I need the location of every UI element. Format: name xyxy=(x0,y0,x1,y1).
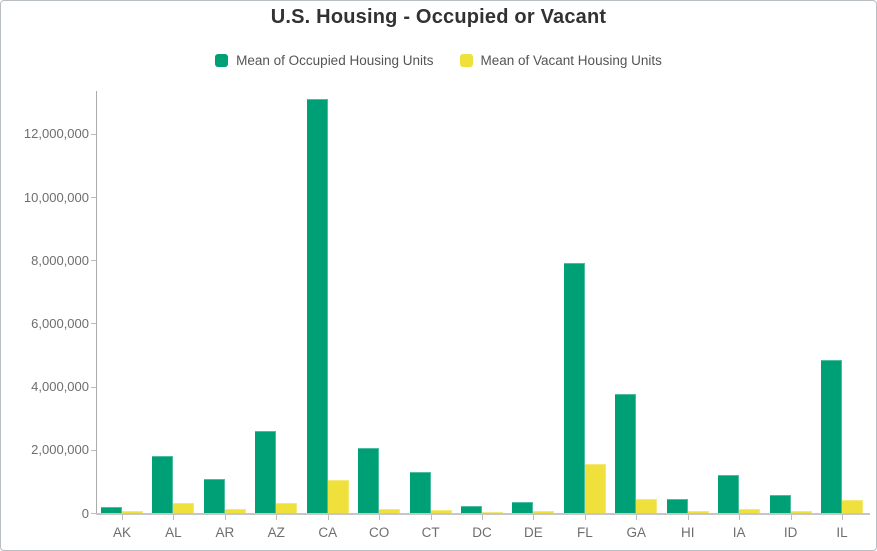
x-tick-mark xyxy=(790,515,792,520)
y-tick-mark xyxy=(91,513,96,514)
y-tick-label: 6,000,000 xyxy=(31,315,89,331)
bar-GA-occupied[interactable] xyxy=(615,393,637,513)
bar-CO-vacant[interactable] xyxy=(379,508,401,513)
x-tick-label-CO: CO xyxy=(369,525,390,540)
legend: Mean of Occupied Housing Units Mean of V… xyxy=(1,53,876,68)
x-tick-mark xyxy=(173,515,175,520)
legend-label-occupied: Mean of Occupied Housing Units xyxy=(236,53,434,68)
y-tick-mark xyxy=(91,197,96,199)
bar-AR-vacant[interactable] xyxy=(224,508,246,513)
bar-CO-occupied[interactable] xyxy=(358,447,380,513)
x-tick-label-IL: IL xyxy=(836,525,848,540)
legend-label-vacant: Mean of Vacant Housing Units xyxy=(480,53,662,68)
bar-FL-vacant[interactable] xyxy=(584,463,606,513)
legend-swatch-vacant-icon xyxy=(459,54,473,67)
bar-CT-vacant[interactable] xyxy=(430,510,452,513)
bar-HI-occupied[interactable] xyxy=(666,498,688,513)
bar-ID-occupied[interactable] xyxy=(769,494,791,513)
bar-AL-vacant[interactable] xyxy=(173,503,195,513)
legend-item-vacant[interactable]: Mean of Vacant Housing Units xyxy=(459,53,662,68)
x-tick-mark xyxy=(379,515,381,520)
x-tick-label-HI: HI xyxy=(680,525,695,540)
bar-AZ-vacant[interactable] xyxy=(276,502,298,513)
x-tick-mark xyxy=(224,515,226,520)
bar-GA-vacant[interactable] xyxy=(636,499,658,513)
y-tick-mark xyxy=(91,386,96,388)
bar-AR-occupied[interactable] xyxy=(203,478,225,513)
x-tick-mark xyxy=(842,515,844,520)
bar-CT-occupied[interactable] xyxy=(409,471,431,513)
x-tick-label-AZ: AZ xyxy=(267,525,285,540)
x-tick-mark xyxy=(533,515,535,520)
x-tick-mark xyxy=(687,515,689,520)
bar-AK-vacant[interactable] xyxy=(122,511,143,513)
x-tick-mark xyxy=(276,515,278,520)
y-tick-mark xyxy=(91,323,96,325)
x-tick-label-GA: GA xyxy=(626,525,647,540)
x-tick-label-AL: AL xyxy=(165,525,182,540)
x-tick-label-FL: FL xyxy=(576,525,593,540)
bar-AL-occupied[interactable] xyxy=(152,455,174,513)
y-tick-mark xyxy=(91,260,96,262)
bar-DC-occupied[interactable] xyxy=(461,506,482,513)
bar-IL-vacant[interactable] xyxy=(842,499,864,513)
bar-AK-occupied[interactable] xyxy=(101,506,122,513)
bar-FL-occupied[interactable] xyxy=(563,262,585,513)
bar-CA-vacant[interactable] xyxy=(327,479,349,513)
y-tick-mark xyxy=(91,133,96,135)
y-tick-label: 0 xyxy=(81,505,89,521)
x-tick-mark xyxy=(636,515,638,520)
legend-item-occupied[interactable]: Mean of Occupied Housing Units xyxy=(215,53,434,68)
y-tick-label: 4,000,000 xyxy=(31,379,89,395)
y-axis-line xyxy=(96,91,97,515)
x-tick-mark xyxy=(430,515,432,520)
chart-title: U.S. Housing - Occupied or Vacant xyxy=(270,6,607,28)
bar-IA-vacant[interactable] xyxy=(739,509,761,513)
x-tick-label-ID: ID xyxy=(783,525,798,540)
x-tick-label-CT: CT xyxy=(421,525,440,540)
x-tick-label-AK: AK xyxy=(112,525,131,540)
x-tick-mark xyxy=(584,515,586,520)
x-axis-line xyxy=(96,513,870,515)
y-tick-label: 2,000,000 xyxy=(31,442,89,458)
x-tick-label-CA: CA xyxy=(318,525,338,540)
x-tick-mark xyxy=(739,515,741,520)
bar-DC-vacant[interactable] xyxy=(482,512,503,513)
y-tick-label: 8,000,000 xyxy=(31,252,89,268)
y-tick-label: 12,000,000 xyxy=(23,126,89,142)
x-tick-label-IA: IA xyxy=(732,525,746,540)
x-tick-label-AR: AR xyxy=(215,525,235,540)
legend-swatch-occupied-icon xyxy=(215,54,229,67)
y-tick-label: 10,000,000 xyxy=(23,189,89,205)
bar-AZ-occupied[interactable] xyxy=(255,431,277,513)
x-tick-mark xyxy=(122,515,123,520)
bar-IL-occupied[interactable] xyxy=(821,360,843,513)
bar-DE-vacant[interactable] xyxy=(533,511,555,513)
bar-CA-occupied[interactable] xyxy=(306,98,328,513)
x-tick-label-DC: DC xyxy=(472,525,492,540)
bar-IA-occupied[interactable] xyxy=(718,475,740,513)
x-tick-label-DE: DE xyxy=(524,525,543,540)
y-tick-mark xyxy=(91,449,96,451)
x-tick-mark xyxy=(482,515,483,520)
bar-ID-vacant[interactable] xyxy=(790,510,812,513)
bar-HI-vacant[interactable] xyxy=(687,510,709,513)
bar-DE-occupied[interactable] xyxy=(512,502,534,513)
x-tick-mark xyxy=(327,515,329,520)
